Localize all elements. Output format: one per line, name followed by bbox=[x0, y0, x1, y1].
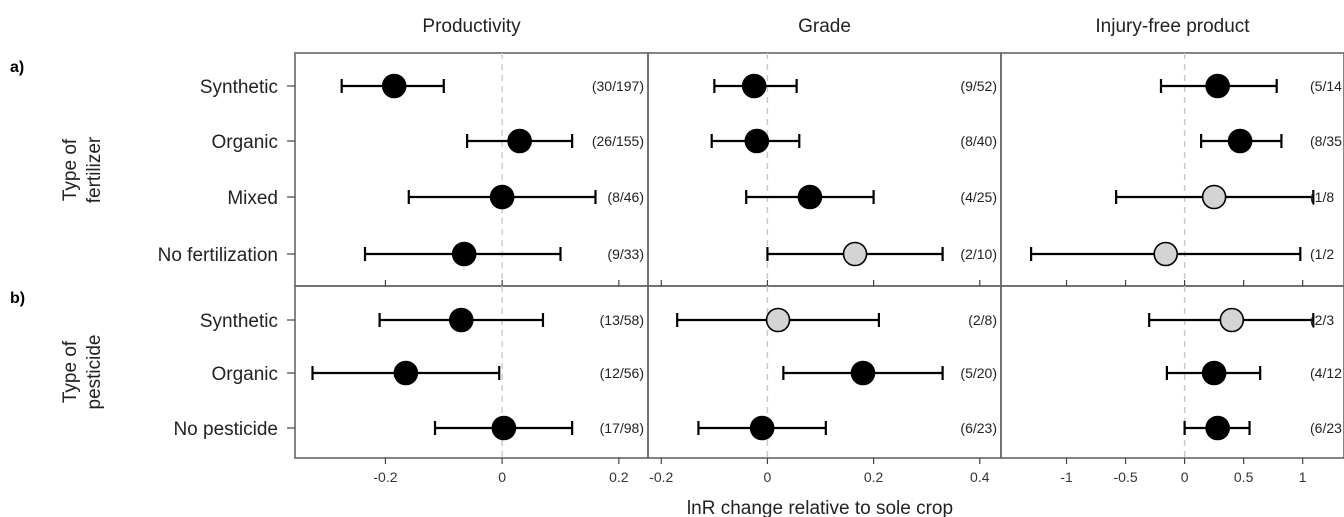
tick-label: 1 bbox=[1299, 469, 1307, 485]
count-label: (2/10) bbox=[960, 246, 997, 262]
estimate-point bbox=[744, 128, 770, 154]
count-label: (4/12 bbox=[1310, 365, 1342, 381]
panel-frame bbox=[647, 52, 1002, 287]
count-label: (2/8) bbox=[968, 312, 997, 328]
tick-label: -0.5 bbox=[1114, 469, 1138, 485]
estimate-point bbox=[1219, 307, 1245, 333]
count-label: (5/20) bbox=[960, 365, 997, 381]
row-label: Mixed bbox=[227, 188, 278, 209]
estimate-point bbox=[393, 360, 419, 386]
count-label: (8/46) bbox=[607, 189, 644, 205]
count-label: (1/8 bbox=[1310, 189, 1334, 205]
estimate-point bbox=[1205, 73, 1230, 99]
estimate-point bbox=[850, 360, 876, 386]
tick-label: -1 bbox=[1060, 469, 1073, 485]
estimate-point bbox=[381, 73, 407, 99]
estimate-point bbox=[749, 415, 775, 441]
tick-label: 0.4 bbox=[970, 469, 990, 485]
count-label: (9/52) bbox=[960, 78, 997, 94]
tick-label: 0 bbox=[498, 469, 506, 485]
count-label: (8/40) bbox=[960, 133, 997, 149]
row-label: No fertilization bbox=[158, 245, 278, 266]
estimate-point bbox=[765, 307, 791, 333]
x-axis-label: lnR change relative to sole crop bbox=[687, 498, 953, 517]
count-label: (1/2 bbox=[1310, 246, 1334, 262]
count-label: (17/98) bbox=[600, 420, 644, 436]
estimate-point bbox=[842, 241, 868, 267]
tick-label: 0.2 bbox=[864, 469, 884, 485]
count-label: (6/23) bbox=[960, 420, 997, 436]
count-label: (5/14 bbox=[1310, 78, 1342, 94]
count-label: (13/58) bbox=[600, 312, 644, 328]
row-label: Synthetic bbox=[200, 311, 278, 332]
section-label: a) bbox=[10, 59, 24, 76]
group-label: Type of pesticide bbox=[60, 335, 105, 410]
count-label: (4/25) bbox=[960, 189, 997, 205]
section-label: b) bbox=[10, 290, 25, 307]
estimate-point bbox=[1153, 241, 1179, 267]
tick-label: 0.5 bbox=[1234, 469, 1254, 485]
row-label: No pesticide bbox=[173, 419, 278, 440]
estimate-point bbox=[1201, 184, 1227, 210]
estimate-point bbox=[451, 241, 477, 267]
estimate-point bbox=[1201, 360, 1227, 386]
estimate-point bbox=[491, 415, 517, 441]
estimate-point bbox=[1205, 415, 1230, 441]
row-label: Synthetic bbox=[200, 77, 278, 98]
estimate-point bbox=[797, 184, 823, 210]
tick-label: 0.2 bbox=[609, 469, 629, 485]
estimate-point bbox=[507, 128, 532, 154]
count-label: (30/197) bbox=[592, 78, 644, 94]
panel-title: Injury-free product bbox=[1095, 16, 1250, 37]
count-label: (26/155) bbox=[592, 133, 644, 149]
tick-label: 0 bbox=[1181, 469, 1189, 485]
panel-title: Productivity bbox=[422, 16, 521, 37]
count-label: (9/33) bbox=[607, 246, 644, 262]
count-label: (12/56) bbox=[600, 365, 644, 381]
count-label: (8/35 bbox=[1310, 133, 1342, 149]
estimate-point bbox=[448, 307, 474, 333]
estimate-point bbox=[489, 184, 515, 210]
tick-label: 0 bbox=[764, 469, 772, 485]
count-label: (2/3 bbox=[1310, 312, 1334, 328]
estimate-point bbox=[741, 73, 767, 99]
tick-label: -0.2 bbox=[373, 469, 397, 485]
row-label: Organic bbox=[211, 132, 278, 153]
tick-label: -0.2 bbox=[649, 469, 673, 485]
group-label: Type of fertilizer bbox=[60, 136, 105, 203]
panel-title: Grade bbox=[798, 16, 851, 37]
count-label: (6/23 bbox=[1310, 420, 1342, 436]
estimate-point bbox=[1227, 128, 1253, 154]
row-label: Organic bbox=[211, 364, 278, 385]
panel-frame bbox=[1000, 285, 1344, 459]
